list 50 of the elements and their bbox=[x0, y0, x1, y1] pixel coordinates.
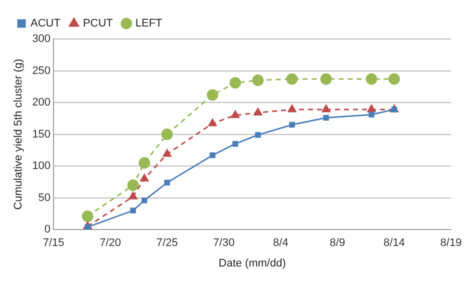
point bbox=[388, 73, 400, 85]
point bbox=[368, 112, 374, 118]
point bbox=[288, 104, 296, 112]
point bbox=[130, 208, 136, 214]
legend-label: ACUT bbox=[30, 18, 61, 30]
point bbox=[138, 157, 150, 169]
point bbox=[162, 149, 172, 157]
x-tick-label: 7/20 bbox=[100, 237, 122, 250]
point bbox=[161, 128, 173, 140]
x-tick-label: 8/9 bbox=[330, 237, 346, 250]
y-tick-label: 50 bbox=[38, 192, 51, 204]
point bbox=[231, 110, 240, 118]
point bbox=[367, 104, 376, 112]
x-tick-label: 8/4 bbox=[273, 237, 288, 250]
point bbox=[210, 152, 216, 158]
point bbox=[323, 114, 329, 121]
point bbox=[391, 106, 398, 112]
x-axis-title: Date (mm/dd) bbox=[218, 257, 286, 270]
y-tick-label: 0 bbox=[44, 224, 51, 236]
legend-label: PCUT bbox=[82, 18, 114, 30]
point bbox=[164, 180, 170, 186]
x-tick-label: 7/30 bbox=[213, 237, 235, 250]
x-tick-label: 8/19 bbox=[440, 237, 462, 250]
y-tick-label: 100 bbox=[32, 160, 51, 172]
point bbox=[289, 122, 295, 128]
point bbox=[254, 108, 262, 116]
point bbox=[208, 118, 217, 126]
point bbox=[140, 174, 149, 182]
point bbox=[232, 140, 238, 147]
point bbox=[286, 73, 298, 85]
y-tick-label: 300 bbox=[32, 33, 51, 46]
point bbox=[206, 89, 218, 101]
point bbox=[252, 74, 264, 86]
point bbox=[229, 77, 241, 89]
y-tick-label: 250 bbox=[32, 64, 51, 77]
legend-label: LEFT bbox=[135, 18, 163, 30]
y-tick-label: 200 bbox=[32, 96, 51, 109]
point bbox=[322, 104, 330, 112]
x-tick-label: 7/25 bbox=[156, 237, 178, 250]
point bbox=[127, 179, 139, 191]
x-tick-label: 7/15 bbox=[42, 237, 64, 250]
point bbox=[142, 198, 148, 204]
point bbox=[366, 73, 378, 85]
point bbox=[82, 210, 94, 222]
y-axis-title: Cumulative yield 5th cluster (g) bbox=[12, 58, 25, 210]
point bbox=[255, 132, 261, 138]
x-tick-label: 8/14 bbox=[384, 237, 405, 250]
y-tick-label: 150 bbox=[32, 128, 51, 140]
point bbox=[128, 192, 138, 200]
point bbox=[320, 73, 332, 85]
